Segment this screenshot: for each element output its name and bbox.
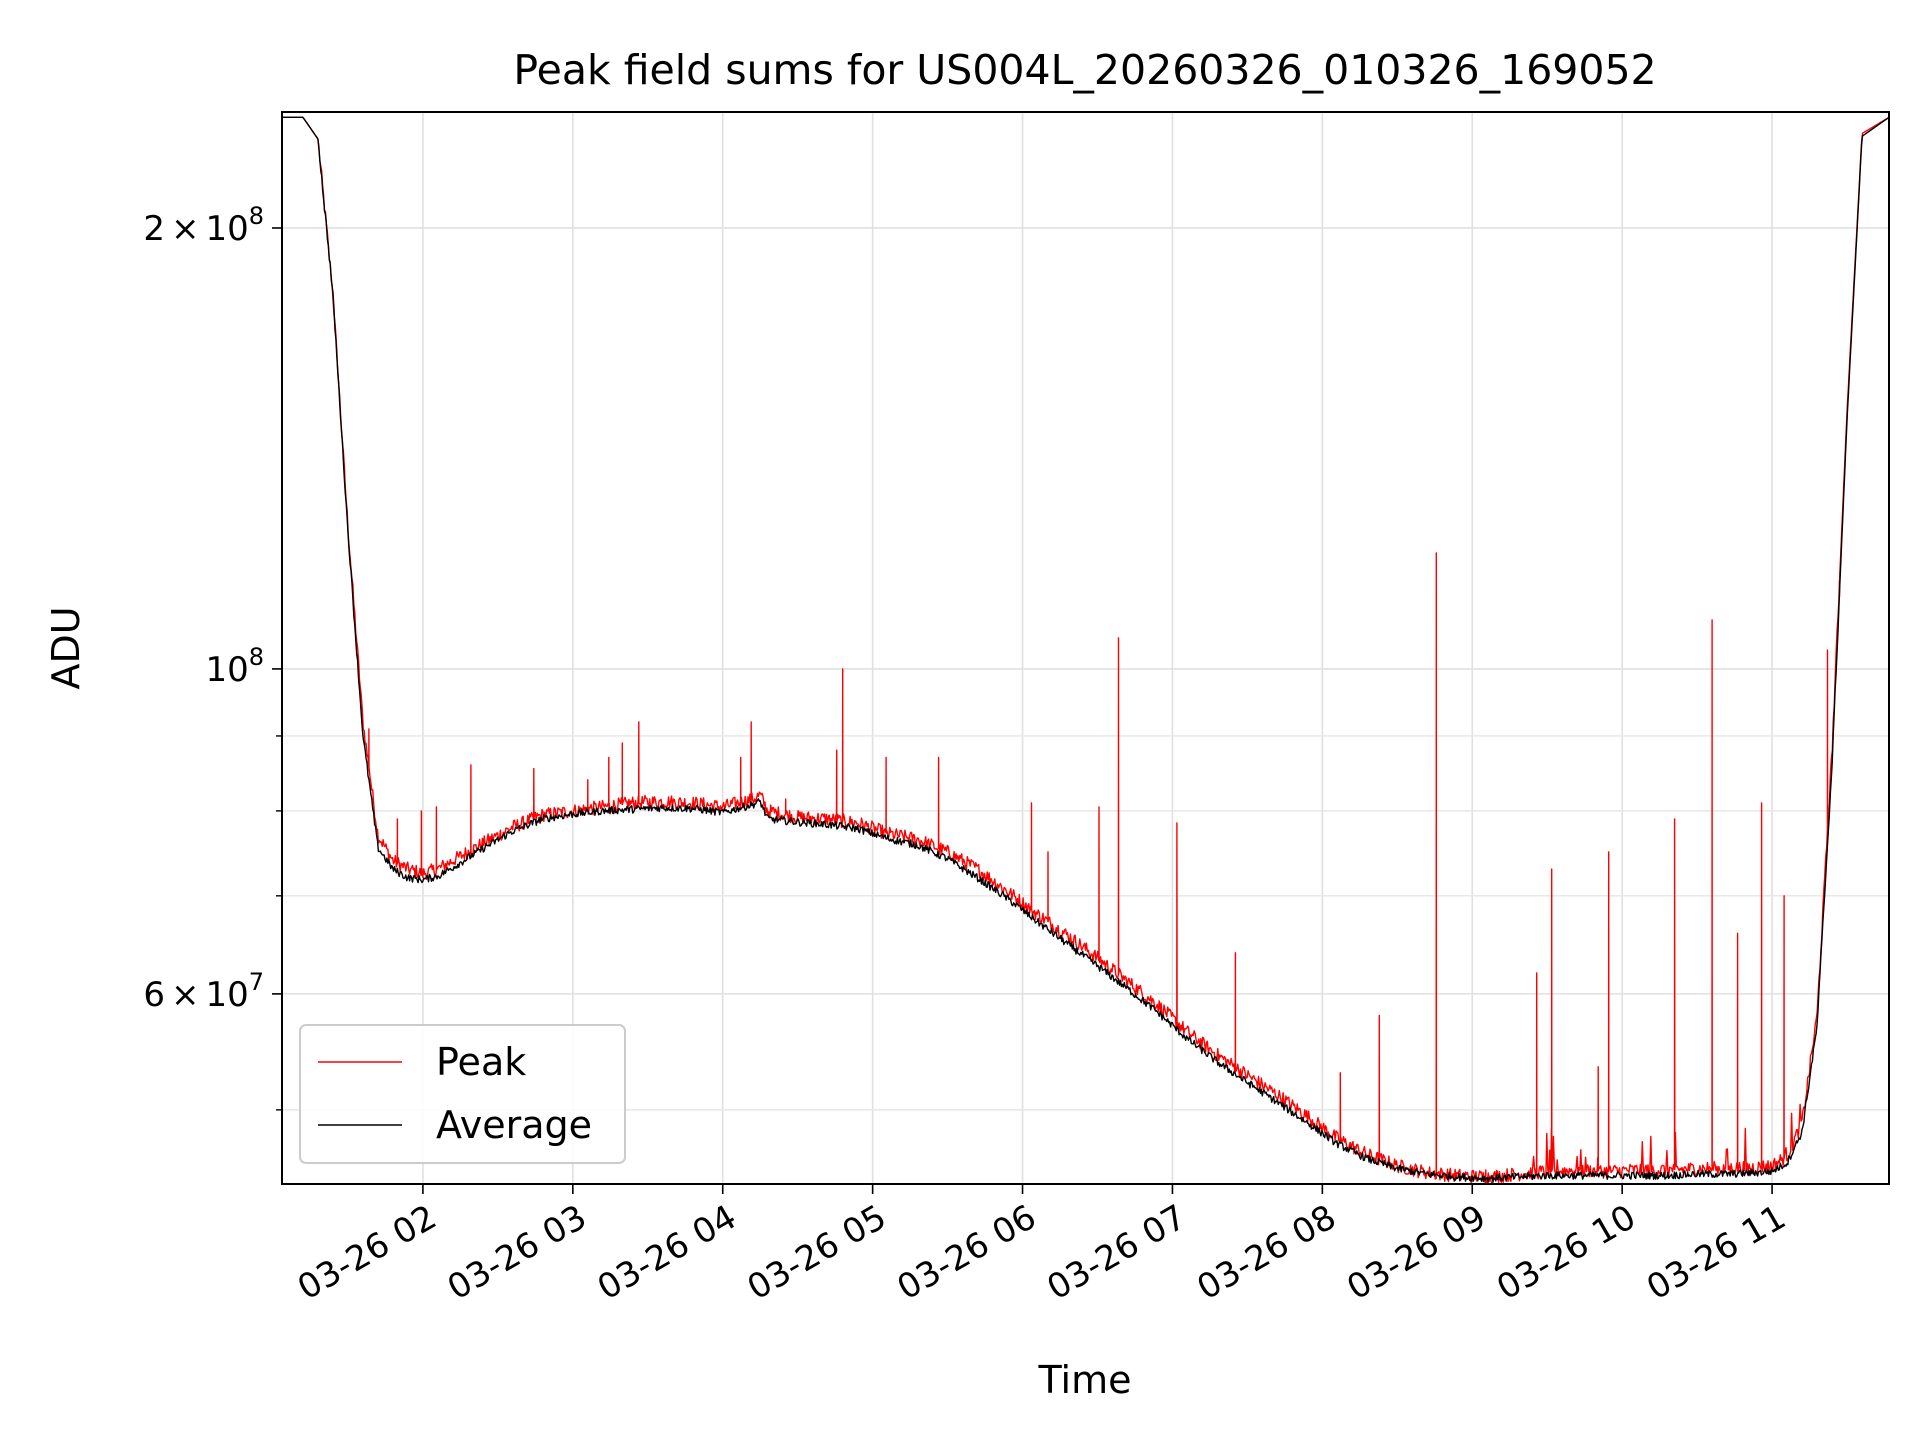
y-tick-exponent: 8 [249,202,264,230]
y-tick-label: 2 × 108 [143,202,264,249]
grid-layer [282,112,1889,1184]
chart-title: Peak field sums for US004L_20260326_0103… [513,46,1656,94]
x-axis-label: Time [1038,1358,1132,1402]
legend-label-average: Average [436,1103,592,1147]
y-tick-base: 10 [205,650,248,690]
y-tick-label: 6 × 107 [143,968,264,1015]
y-tick-base: 10 [205,975,248,1015]
series-line-peak [282,116,1889,1184]
series-layer [282,116,1889,1184]
y-tick-exponent: 7 [249,968,264,996]
legend-label-peak: Peak [436,1040,526,1084]
y-tick-label: 108 [205,643,264,690]
y-tick-base: 10 [205,209,248,249]
legend: Peak Average [299,1024,626,1164]
y-tick-times: × [171,975,200,1015]
y-axis-label: ADU [44,606,88,689]
y-tick-mantissa: 6 [143,975,165,1015]
plot-area-frame [281,111,1890,1185]
y-tick-times: × [171,209,200,249]
series-line-average [282,116,1889,1183]
y-tick-mantissa: 2 [143,209,165,249]
y-tick-exponent: 8 [249,643,264,671]
legend-box [299,1024,626,1164]
